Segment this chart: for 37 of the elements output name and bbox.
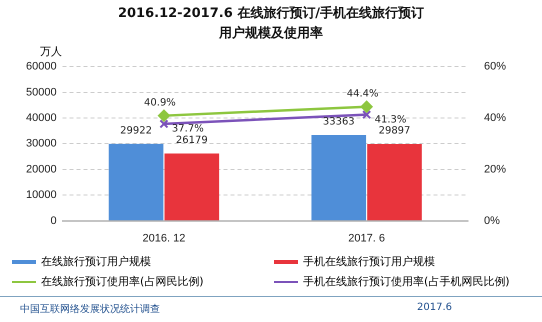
data-label: 41.3% <box>374 114 406 126</box>
data-label: 37.7% <box>172 124 204 135</box>
bar <box>367 144 422 220</box>
data-label: 40.9% <box>144 97 176 108</box>
y-tick-label: 10000 <box>26 189 57 202</box>
bar <box>164 154 220 220</box>
y-axis-title: 万人 <box>40 44 62 59</box>
point <box>159 119 168 128</box>
y-tick-label: 50000 <box>26 86 57 98</box>
y-tick-label: 60000 <box>26 60 57 73</box>
point <box>360 100 373 113</box>
data-label: 44.4% <box>346 88 379 100</box>
data-label: 29897 <box>378 126 410 137</box>
text: 2017.6 <box>417 302 452 313</box>
text: 中国互联网络发展状况统计调查 <box>20 302 160 316</box>
legend-label: 手机在线旅行预订使用率(占手机网民比例) <box>303 274 510 289</box>
legend-label: 在线旅行预订用户规模 <box>41 254 151 269</box>
y-tick-label: 20000 <box>26 163 57 176</box>
point <box>362 110 372 120</box>
data-label: 26179 <box>176 135 208 146</box>
legend-label: 在线旅行预订使用率(占网民比例) <box>41 274 204 289</box>
y2-tick-label: 0% <box>484 214 500 227</box>
y2-tick-label: 20% <box>484 163 506 176</box>
point <box>158 110 170 122</box>
bar <box>311 135 366 220</box>
x-tick-label: 2016. 12 <box>142 232 186 244</box>
y-tick-label: 40000 <box>26 112 57 124</box>
legend-label: 手机在线旅行预订用户规模 <box>303 254 435 269</box>
chart-title: 2016.12-2017.6 在线旅行预订/手机在线旅行预订用户规模及使用率 <box>116 4 426 43</box>
bar <box>108 144 164 220</box>
x-tick-label: 2017. 6 <box>348 232 385 244</box>
y-tick-label: 0 <box>50 214 57 227</box>
data-label: 29922 <box>120 125 152 136</box>
y2-tick-label: 40% <box>484 112 506 124</box>
data-label: 33363 <box>322 116 355 128</box>
y-tick-label: 30000 <box>26 138 57 150</box>
y2-tick-label: 60% <box>484 60 506 73</box>
